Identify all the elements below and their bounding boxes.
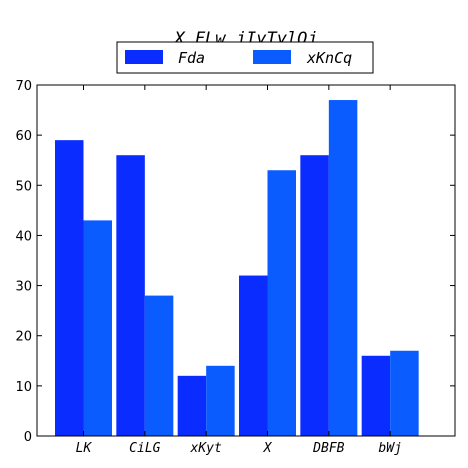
bar-fda-cilg <box>116 155 145 436</box>
plot-frame <box>36 84 456 437</box>
y-tick-label: 60 <box>15 129 32 144</box>
x-tick-label-xkyt: xKyt <box>190 441 222 456</box>
y-tick-label: 0 <box>24 430 32 445</box>
bar-fda-bwj <box>361 355 391 436</box>
y-tick-label: 20 <box>15 330 32 345</box>
bar-xkncq-xkyt <box>206 365 235 436</box>
y-axis: 0 10 20 30 40 50 60 70 <box>15 79 455 445</box>
bar-fda-lk <box>55 140 84 436</box>
bar-fda-xkyt <box>177 375 207 436</box>
legend-label-fda: Fda <box>178 49 205 67</box>
y-tick-label: 70 <box>15 79 32 94</box>
y-tick-label: 10 <box>15 380 32 395</box>
legend: Fda xKnCq <box>116 41 374 74</box>
legend-label-xkncq: xKnCq <box>306 49 352 67</box>
y-tick-label: 50 <box>15 179 32 194</box>
legend-swatch-fda <box>125 50 163 64</box>
bar-xkncq-cilg <box>144 295 174 436</box>
x-tick-label-cilg: CiLG <box>129 441 160 456</box>
bar-xkncq-lk <box>83 220 112 436</box>
x-tick-label-x: X <box>263 441 273 456</box>
bar-fda-dbfb <box>300 155 329 436</box>
legend-swatch-xkncq <box>253 50 291 64</box>
x-axis: LK CiLG xKyt X DBFB bWj <box>76 85 402 456</box>
x-tick-label-lk: LK <box>76 441 93 456</box>
x-tick-label-bwj: bWj <box>378 441 401 456</box>
bars-group <box>55 100 419 437</box>
bar-xkncq-bwj <box>390 350 419 436</box>
bar-xkncq-x <box>267 170 296 436</box>
x-tick-label-dbfb: DBFB <box>312 441 344 456</box>
y-tick-label: 30 <box>15 280 32 295</box>
y-tick-label: 40 <box>15 229 32 244</box>
bar-xkncq-dbfb <box>328 100 358 437</box>
bar-fda-x <box>239 275 268 436</box>
